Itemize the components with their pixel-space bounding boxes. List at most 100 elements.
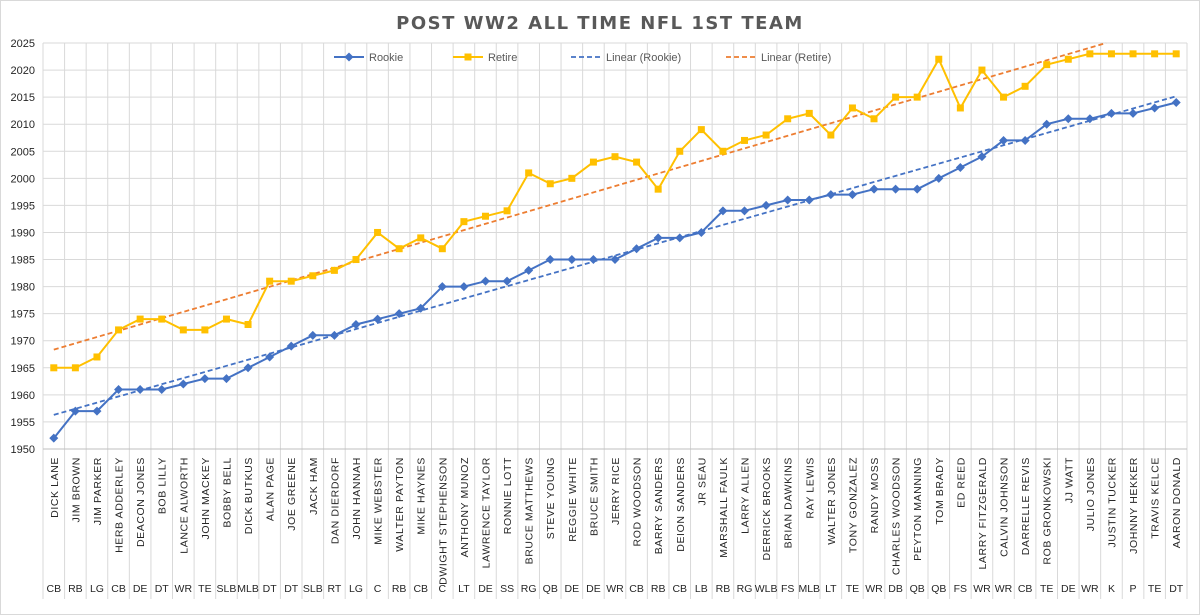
rookie-point: [459, 282, 469, 292]
retire-point: [1129, 50, 1137, 58]
x-tick-label: LANCE ALWORTH: [178, 457, 190, 554]
retire-point: [568, 174, 576, 182]
rookie-point: [912, 184, 922, 194]
y-tick-label: 1950: [11, 444, 35, 456]
x-tick-label: JOHN MACKEY: [200, 457, 212, 539]
y-tick-label: 2000: [11, 173, 35, 185]
x-tick-label: AARON DONALD: [1171, 457, 1183, 548]
rookie-point: [610, 255, 620, 265]
retire-point: [503, 207, 511, 215]
rookie-point: [1020, 135, 1030, 145]
rookie-point: [351, 319, 361, 329]
x-tick-label: BARRY SANDERS: [653, 457, 665, 554]
position-label: DE: [1061, 583, 1076, 595]
retire-point: [978, 66, 986, 74]
position-label: DT: [263, 583, 278, 595]
retire-point: [892, 93, 900, 101]
retire-point: [870, 115, 878, 123]
rookie-point: [524, 265, 534, 275]
y-tick-label: 2015: [11, 92, 35, 104]
rookie-point: [329, 330, 339, 340]
rookie-point: [373, 314, 383, 324]
position-label: TE: [1040, 583, 1053, 595]
retire-point: [395, 245, 403, 253]
rookie-point: [718, 206, 728, 216]
x-tick-label: BRUCE SMITH: [588, 457, 600, 536]
retire-point: [352, 256, 360, 264]
y-tick-label: 2010: [11, 119, 35, 131]
position-label: SLB: [217, 583, 237, 595]
retire-point: [374, 228, 382, 236]
y-tick-label: 1960: [11, 390, 35, 402]
rookie-point: [804, 195, 814, 205]
position-label: C: [374, 583, 382, 595]
position-label: QB: [543, 583, 558, 595]
rookie-point: [632, 244, 642, 254]
position-label: CB: [1018, 583, 1033, 595]
position-label: K: [1108, 583, 1115, 595]
retire-point: [481, 212, 489, 220]
rookie-point: [783, 195, 793, 205]
position-label: DT: [155, 583, 170, 595]
position-label: CB: [672, 583, 687, 595]
position-label: MLB: [237, 583, 259, 595]
retire-point: [956, 104, 964, 112]
x-tick-label: CALVIN JOHNSON: [999, 457, 1011, 557]
rookie-point: [696, 227, 706, 237]
x-tick-label: PEYTON MANNING: [912, 457, 924, 561]
position-label: DT: [284, 583, 299, 595]
rookie-point: [1085, 114, 1095, 124]
legend-label-retire: Retire: [488, 52, 517, 64]
x-tick-label: HERB ADDERLEY: [114, 457, 126, 553]
rookie-point: [934, 173, 944, 183]
rookie-point: [416, 303, 426, 313]
position-label: DE: [565, 583, 580, 595]
position-label: RB: [68, 583, 83, 595]
rookie-point: [221, 374, 231, 384]
position-label: SLB: [303, 583, 323, 595]
position-label: LT: [825, 583, 837, 595]
position-label: LG: [349, 583, 363, 595]
rookie-point: [740, 206, 750, 216]
x-tick-label: TONY GONZALEZ: [847, 457, 859, 553]
retire-point: [1151, 50, 1159, 58]
rookie-point: [761, 200, 771, 210]
x-tick-label: DAN DIERDORF: [329, 457, 341, 544]
x-tick-label: JOHN HANNAH: [351, 457, 363, 539]
retire-point: [784, 115, 792, 123]
x-tick-label: JJ WATT: [1063, 457, 1075, 503]
retire-point: [460, 218, 468, 226]
retire-point: [438, 245, 446, 253]
position-label: QB: [931, 583, 946, 595]
x-tick-label: LARRY ALLEN: [740, 457, 752, 534]
rookie-point: [114, 384, 124, 394]
x-tick-label: RONNIE LOTT: [502, 457, 514, 534]
x-tick-label: REGGIE WHITE: [567, 457, 579, 542]
rookie-point: [977, 152, 987, 162]
y-tick-label: 2020: [11, 65, 35, 77]
legend-marker-retire: [464, 53, 472, 61]
rookie-point: [847, 190, 857, 200]
position-label: C: [439, 583, 447, 595]
retire-point: [201, 326, 209, 334]
rookie-point: [480, 276, 490, 286]
x-tick-label: ANTHONY MUNOZ: [459, 457, 471, 557]
rookie-point: [1106, 108, 1116, 118]
rookie-point: [1042, 119, 1052, 129]
retire-point: [741, 136, 749, 144]
x-tick-label: JIM PARKER: [92, 457, 104, 525]
retire-point: [1172, 50, 1180, 58]
position-label: RG: [521, 583, 537, 595]
x-tick-label: WALTER PAYTON: [394, 457, 406, 552]
retire-point: [546, 180, 554, 188]
position-label: WR: [175, 583, 193, 595]
retire-series-line: [53, 52, 1177, 369]
position-label: DE: [586, 583, 601, 595]
x-tick-label: WALTER JONES: [826, 457, 838, 545]
x-tick-label: DEION SANDERS: [675, 457, 687, 552]
retire-point: [697, 126, 705, 134]
x-tick-label: TOM BRADY: [934, 457, 946, 525]
x-tick-label: JERRY RICE: [610, 457, 622, 525]
retire-point: [1086, 50, 1094, 58]
position-label: WLB: [755, 583, 778, 595]
